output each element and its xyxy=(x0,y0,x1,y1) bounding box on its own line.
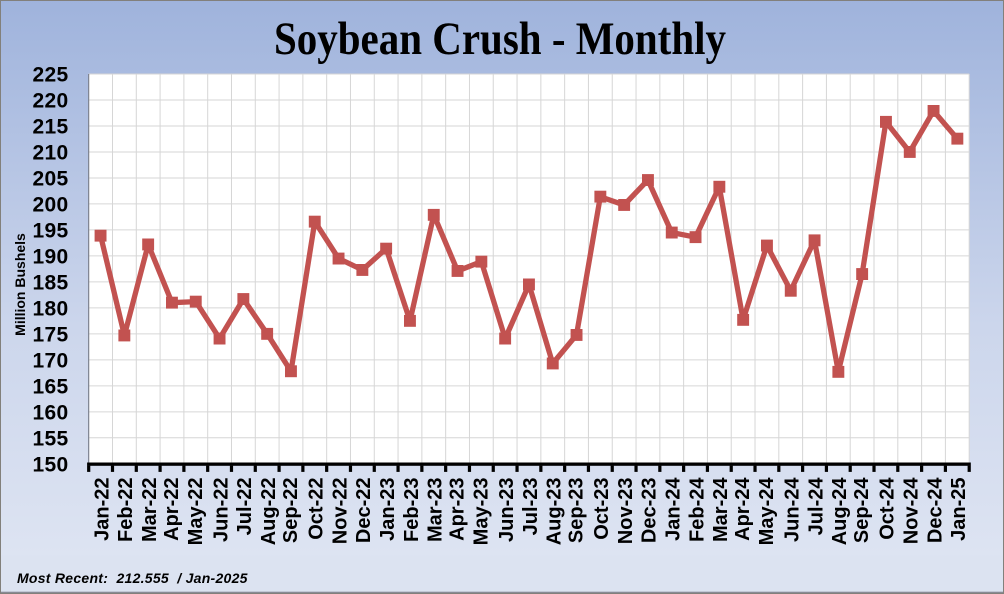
svg-text:205: 205 xyxy=(33,168,69,191)
svg-text:150: 150 xyxy=(33,453,69,476)
svg-text:May-23: May-23 xyxy=(470,478,492,546)
svg-text:Apr-24: Apr-24 xyxy=(732,477,754,541)
svg-text:Jan-23: Jan-23 xyxy=(377,478,399,541)
svg-text:225: 225 xyxy=(33,64,69,87)
svg-text:Sep-22: Sep-22 xyxy=(280,478,302,544)
svg-text:Apr-23: Apr-23 xyxy=(447,478,469,541)
svg-text:155: 155 xyxy=(33,427,69,450)
svg-text:Sep-24: Sep-24 xyxy=(851,477,873,543)
svg-text:210: 210 xyxy=(33,142,69,165)
svg-text:Dec-24: Dec-24 xyxy=(924,477,946,543)
svg-text:180: 180 xyxy=(33,298,69,321)
svg-text:Jul-22: Jul-22 xyxy=(234,478,256,536)
svg-text:Jun-23: Jun-23 xyxy=(496,478,518,542)
svg-text:Jan-22: Jan-22 xyxy=(91,478,113,541)
svg-text:Jun-22: Jun-22 xyxy=(210,478,232,542)
svg-text:Mar-23: Mar-23 xyxy=(425,478,447,542)
svg-text:Apr-22: Apr-22 xyxy=(161,478,183,541)
svg-text:Oct-22: Oct-22 xyxy=(306,478,328,540)
svg-text:Jan-25: Jan-25 xyxy=(948,478,970,541)
svg-text:Nov-23: Nov-23 xyxy=(615,478,637,545)
svg-text:185: 185 xyxy=(33,272,69,295)
svg-text:Feb-24: Feb-24 xyxy=(686,477,708,542)
svg-text:Jul-23: Jul-23 xyxy=(520,478,542,536)
svg-text:Aug-24: Aug-24 xyxy=(829,477,851,546)
svg-text:Million Bushels: Million Bushels xyxy=(12,233,28,336)
svg-text:May-24: May-24 xyxy=(756,477,778,546)
svg-text:160: 160 xyxy=(33,401,69,424)
svg-text:215: 215 xyxy=(33,116,69,139)
svg-text:Jan-24: Jan-24 xyxy=(663,477,685,541)
svg-text:Dec-23: Dec-23 xyxy=(639,478,661,544)
svg-text:175: 175 xyxy=(33,324,69,347)
svg-text:Feb-22: Feb-22 xyxy=(115,478,137,542)
svg-text:Sep-23: Sep-23 xyxy=(566,478,588,544)
svg-text:220: 220 xyxy=(33,90,69,113)
svg-text:Oct-23: Oct-23 xyxy=(591,478,613,540)
svg-text:Aug-22: Aug-22 xyxy=(258,478,280,546)
svg-text:Nov-24: Nov-24 xyxy=(901,477,923,545)
svg-text:Dec-22: Dec-22 xyxy=(353,478,375,544)
svg-text:195: 195 xyxy=(33,220,69,243)
svg-text:Aug-23: Aug-23 xyxy=(544,478,566,546)
svg-text:190: 190 xyxy=(33,246,69,269)
svg-text:Oct-24: Oct-24 xyxy=(877,477,899,540)
svg-text:Jun-24: Jun-24 xyxy=(782,477,804,542)
svg-text:May-22: May-22 xyxy=(185,478,207,546)
svg-text:Mar-22: Mar-22 xyxy=(139,478,161,542)
svg-text:Jul-24: Jul-24 xyxy=(805,477,827,536)
svg-text:Nov-22: Nov-22 xyxy=(329,478,351,545)
svg-text:200: 200 xyxy=(33,194,69,217)
svg-text:Feb-23: Feb-23 xyxy=(401,478,423,542)
svg-text:170: 170 xyxy=(33,350,69,373)
svg-text:Mar-24: Mar-24 xyxy=(710,477,732,542)
svg-text:Most Recent: 212.555 / Jan-2: Most Recent: 212.555 / Jan-2025 xyxy=(17,570,248,586)
svg-text:165: 165 xyxy=(33,375,69,398)
svg-text:Soybean Crush - Monthly: Soybean Crush - Monthly xyxy=(274,13,726,65)
